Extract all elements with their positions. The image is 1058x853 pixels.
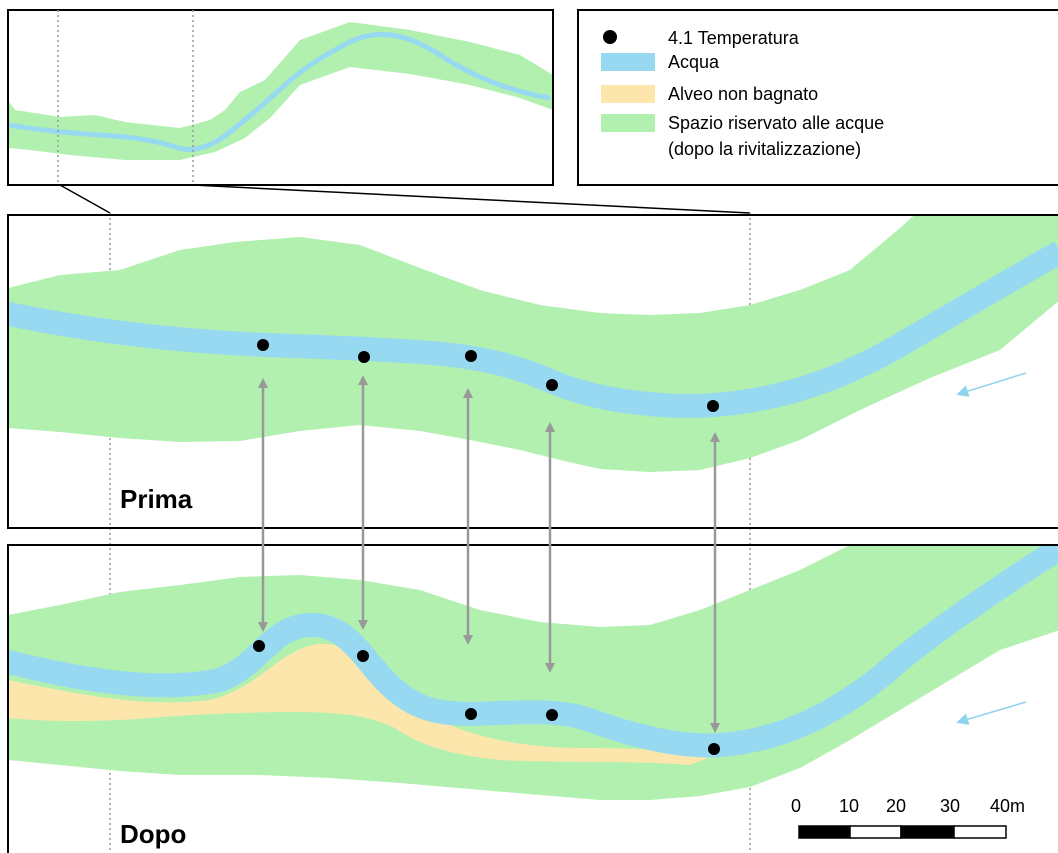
before-point-3: [465, 350, 477, 362]
scale-segment-2: [849, 825, 902, 839]
after-measurement-points: [253, 640, 720, 755]
legend-item-dry-bed: Alveo non bagnato: [668, 84, 818, 104]
after-frame: [7, 544, 1058, 853]
after-label: Dopo: [120, 819, 186, 849]
after-point-3: [465, 708, 477, 720]
scale-label-10: 10: [839, 796, 859, 816]
after-point-1: [253, 640, 265, 652]
overview-map: [7, 9, 554, 186]
scale-label-0: 0: [791, 796, 801, 816]
overview-frame: [7, 9, 554, 186]
scale-label-20: 20: [886, 796, 906, 816]
zoom-line-left: [59, 184, 111, 214]
scale-label-30: 30: [940, 796, 960, 816]
correspondence-arrows: [258, 375, 720, 733]
before-point-2: [358, 351, 370, 363]
after-point-2: [357, 650, 369, 662]
before-frame: [7, 214, 1058, 529]
scale-label-40m: 40m: [990, 796, 1025, 816]
before-point-4: [546, 379, 558, 391]
before-point-1: [257, 339, 269, 351]
overview-water-channel: [8, 31, 551, 152]
before-label: Prima: [120, 484, 193, 514]
before-measurement-points: [257, 339, 719, 412]
before-panel: Prima: [7, 214, 1058, 529]
after-dry-bed: [8, 643, 713, 765]
after-panel: Dopo: [7, 544, 1058, 853]
scale-segment-1: [798, 825, 851, 839]
legend-note: (dopo la rivitalizzazione): [668, 139, 861, 159]
zoom-line-right: [192, 184, 751, 214]
legend: 4.1 Temperatura Acqua Alveo non bagnato …: [577, 9, 1058, 186]
legend-item-temperature: 4.1 Temperatura: [668, 28, 800, 48]
scale-segment-3: [900, 825, 955, 839]
after-point-5: [708, 743, 720, 755]
scale-bar: 0 10 20 30 40m: [791, 796, 1025, 839]
legend-item-water: Acqua: [668, 52, 720, 72]
after-point-4: [546, 709, 558, 721]
legend-frame: [577, 9, 1058, 186]
before-reserved-space: [8, 215, 1058, 472]
dry-bed-swatch: [601, 85, 655, 103]
scale-segment-4: [953, 825, 1007, 839]
before-point-5: [707, 400, 719, 412]
reserved-space-swatch: [601, 114, 655, 132]
flow-direction-arrow-after: [956, 701, 1027, 726]
flow-direction-arrow-before: [956, 372, 1027, 397]
before-water-channel: [8, 241, 1058, 418]
point-icon: [603, 30, 617, 44]
legend-item-reserved-space: Spazio riservato alle acque: [668, 113, 884, 133]
after-water-channel: [8, 545, 1058, 758]
water-swatch: [601, 53, 655, 71]
